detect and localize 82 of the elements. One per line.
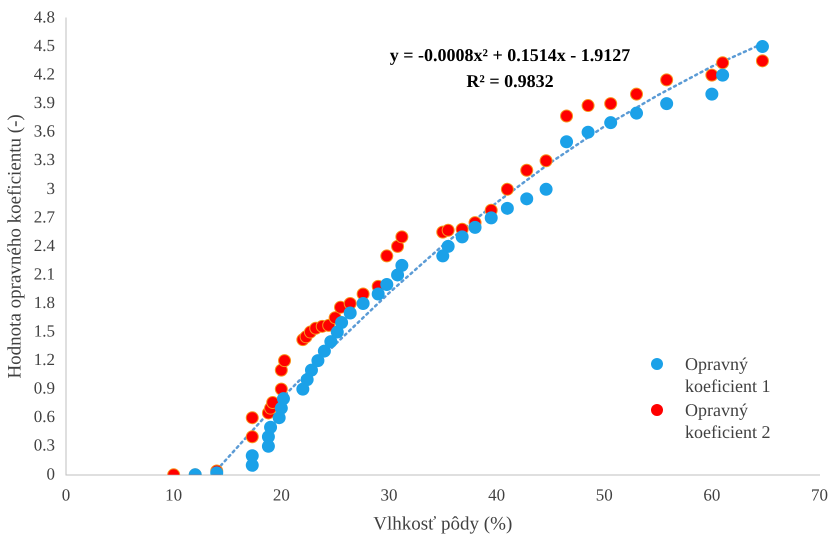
x-tick-label: 50	[596, 485, 613, 504]
point	[756, 40, 769, 54]
annotation: y = -0.0008x² + 0.1514x - 1.9127	[388, 44, 632, 67]
point	[500, 182, 514, 196]
point	[246, 411, 259, 424]
point	[630, 88, 644, 101]
point	[330, 326, 344, 339]
point	[604, 97, 618, 110]
point	[278, 354, 292, 368]
point	[391, 268, 404, 282]
y-axis-title: Hodnota opravného koeficientu (-)	[4, 114, 26, 379]
y-tick-label: 4.2	[34, 64, 56, 84]
x-axis-title: Vlhkosť pôdy (%)	[373, 514, 512, 535]
y-tick-label: 3.9	[34, 93, 56, 112]
y-tick-label: 0.6	[34, 407, 56, 426]
point	[560, 110, 574, 123]
x-tick-label: 60	[703, 485, 720, 504]
point	[520, 164, 534, 177]
y-tick-label: 0	[46, 464, 56, 484]
x-tick-label: 40	[488, 485, 506, 504]
point	[468, 220, 482, 234]
y-tick-label: 2.1	[34, 264, 56, 284]
x-tick-label: 10	[165, 485, 182, 504]
y-tick-label: 0.9	[34, 378, 56, 398]
point	[246, 430, 259, 444]
point	[344, 306, 357, 320]
legend-label: Opravný koeficient 2	[685, 399, 772, 443]
y-tick-label: 3.6	[34, 122, 56, 141]
y-tick-label: 2.4	[34, 236, 56, 255]
point	[304, 364, 318, 377]
y-tick-label: 3	[46, 178, 56, 198]
x-tick-label: 0	[62, 485, 70, 504]
point	[264, 420, 278, 434]
point	[380, 249, 394, 262]
y-tick-label: 4.8	[34, 7, 56, 26]
point	[484, 211, 498, 224]
point	[436, 249, 450, 262]
point	[582, 99, 595, 112]
point	[520, 192, 534, 206]
x-tick-label: 20	[272, 485, 290, 504]
point	[395, 230, 408, 244]
point	[756, 54, 769, 68]
point	[246, 449, 259, 462]
y-tick-label: 3.3	[34, 150, 56, 170]
legend-label: Opravný koeficient 1	[685, 353, 772, 397]
y-tick-label: 1.5	[34, 322, 56, 341]
point	[500, 202, 514, 215]
point	[296, 382, 310, 396]
point	[560, 135, 574, 148]
point	[442, 240, 455, 253]
point	[604, 116, 618, 130]
point	[276, 392, 290, 406]
point	[540, 154, 553, 168]
point	[300, 373, 314, 386]
point	[456, 230, 469, 244]
y-tick-label: 1.8	[34, 292, 56, 312]
y-tick-label: 2.7	[34, 207, 56, 226]
point	[716, 56, 730, 70]
point	[582, 126, 595, 139]
point	[324, 335, 338, 348]
point	[395, 258, 408, 272]
point	[660, 73, 674, 86]
point	[318, 344, 331, 358]
point	[660, 97, 674, 110]
point	[356, 297, 370, 310]
y-tick-label: 4.5	[34, 36, 56, 56]
point	[716, 68, 730, 82]
y-tick-label: 1.2	[34, 350, 56, 370]
point	[705, 88, 718, 101]
point	[630, 106, 644, 120]
point	[372, 287, 385, 300]
point	[442, 224, 455, 237]
point	[540, 182, 553, 196]
point	[380, 278, 394, 291]
x-tick-label: 70	[811, 485, 828, 504]
point	[391, 240, 404, 253]
annotation: R² = 0.9832	[465, 70, 555, 93]
point	[705, 68, 718, 82]
x-tick-label: 30	[380, 485, 398, 504]
point	[335, 316, 348, 330]
y-tick-label: 0.3	[34, 436, 56, 455]
point	[311, 354, 324, 368]
